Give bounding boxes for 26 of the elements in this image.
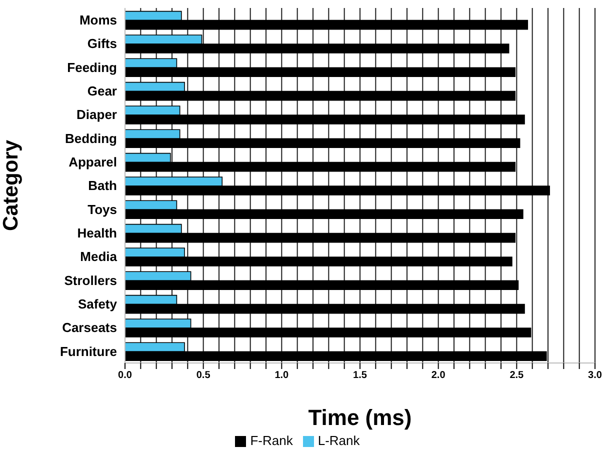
y-tick-label: Safety [78, 296, 118, 312]
x-tick-label: 0.5 [196, 370, 211, 382]
x-tick-label: 0.0 [118, 370, 132, 382]
y-tick-label: Diaper [76, 107, 117, 122]
y-tick-label: Apparel [68, 154, 117, 170]
y-tick-label: Bedding [65, 130, 118, 146]
x-axis-title: Time (ms) [308, 405, 412, 430]
y-tick-label: Furniture [60, 344, 117, 359]
y-axis-title: Category [0, 140, 22, 232]
x-tick-label: 2.5 [510, 370, 524, 382]
y-tick-label: Gifts [87, 36, 117, 52]
y-tick-label: Moms [79, 12, 117, 28]
x-tick-label: 3.0 [588, 370, 602, 382]
y-tick-label: Carseats [62, 320, 117, 336]
x-tick-label: 1.5 [353, 370, 368, 382]
y-tick-label: Bath [88, 178, 118, 194]
y-tick-label: Media [80, 249, 118, 264]
y-tick-label: Strollers [64, 272, 117, 288]
x-tick-label: 2.0 [431, 370, 446, 382]
y-tick-label: Toys [88, 202, 117, 217]
y-tick-label: Gear [87, 83, 117, 98]
y-tick-label: Feeding [67, 60, 118, 75]
legend-label: L-Rank [318, 433, 360, 448]
legend-label: F-Rank [250, 433, 293, 448]
y-tick-label: Health [77, 225, 118, 240]
x-tick-label: 1.0 [274, 370, 290, 382]
